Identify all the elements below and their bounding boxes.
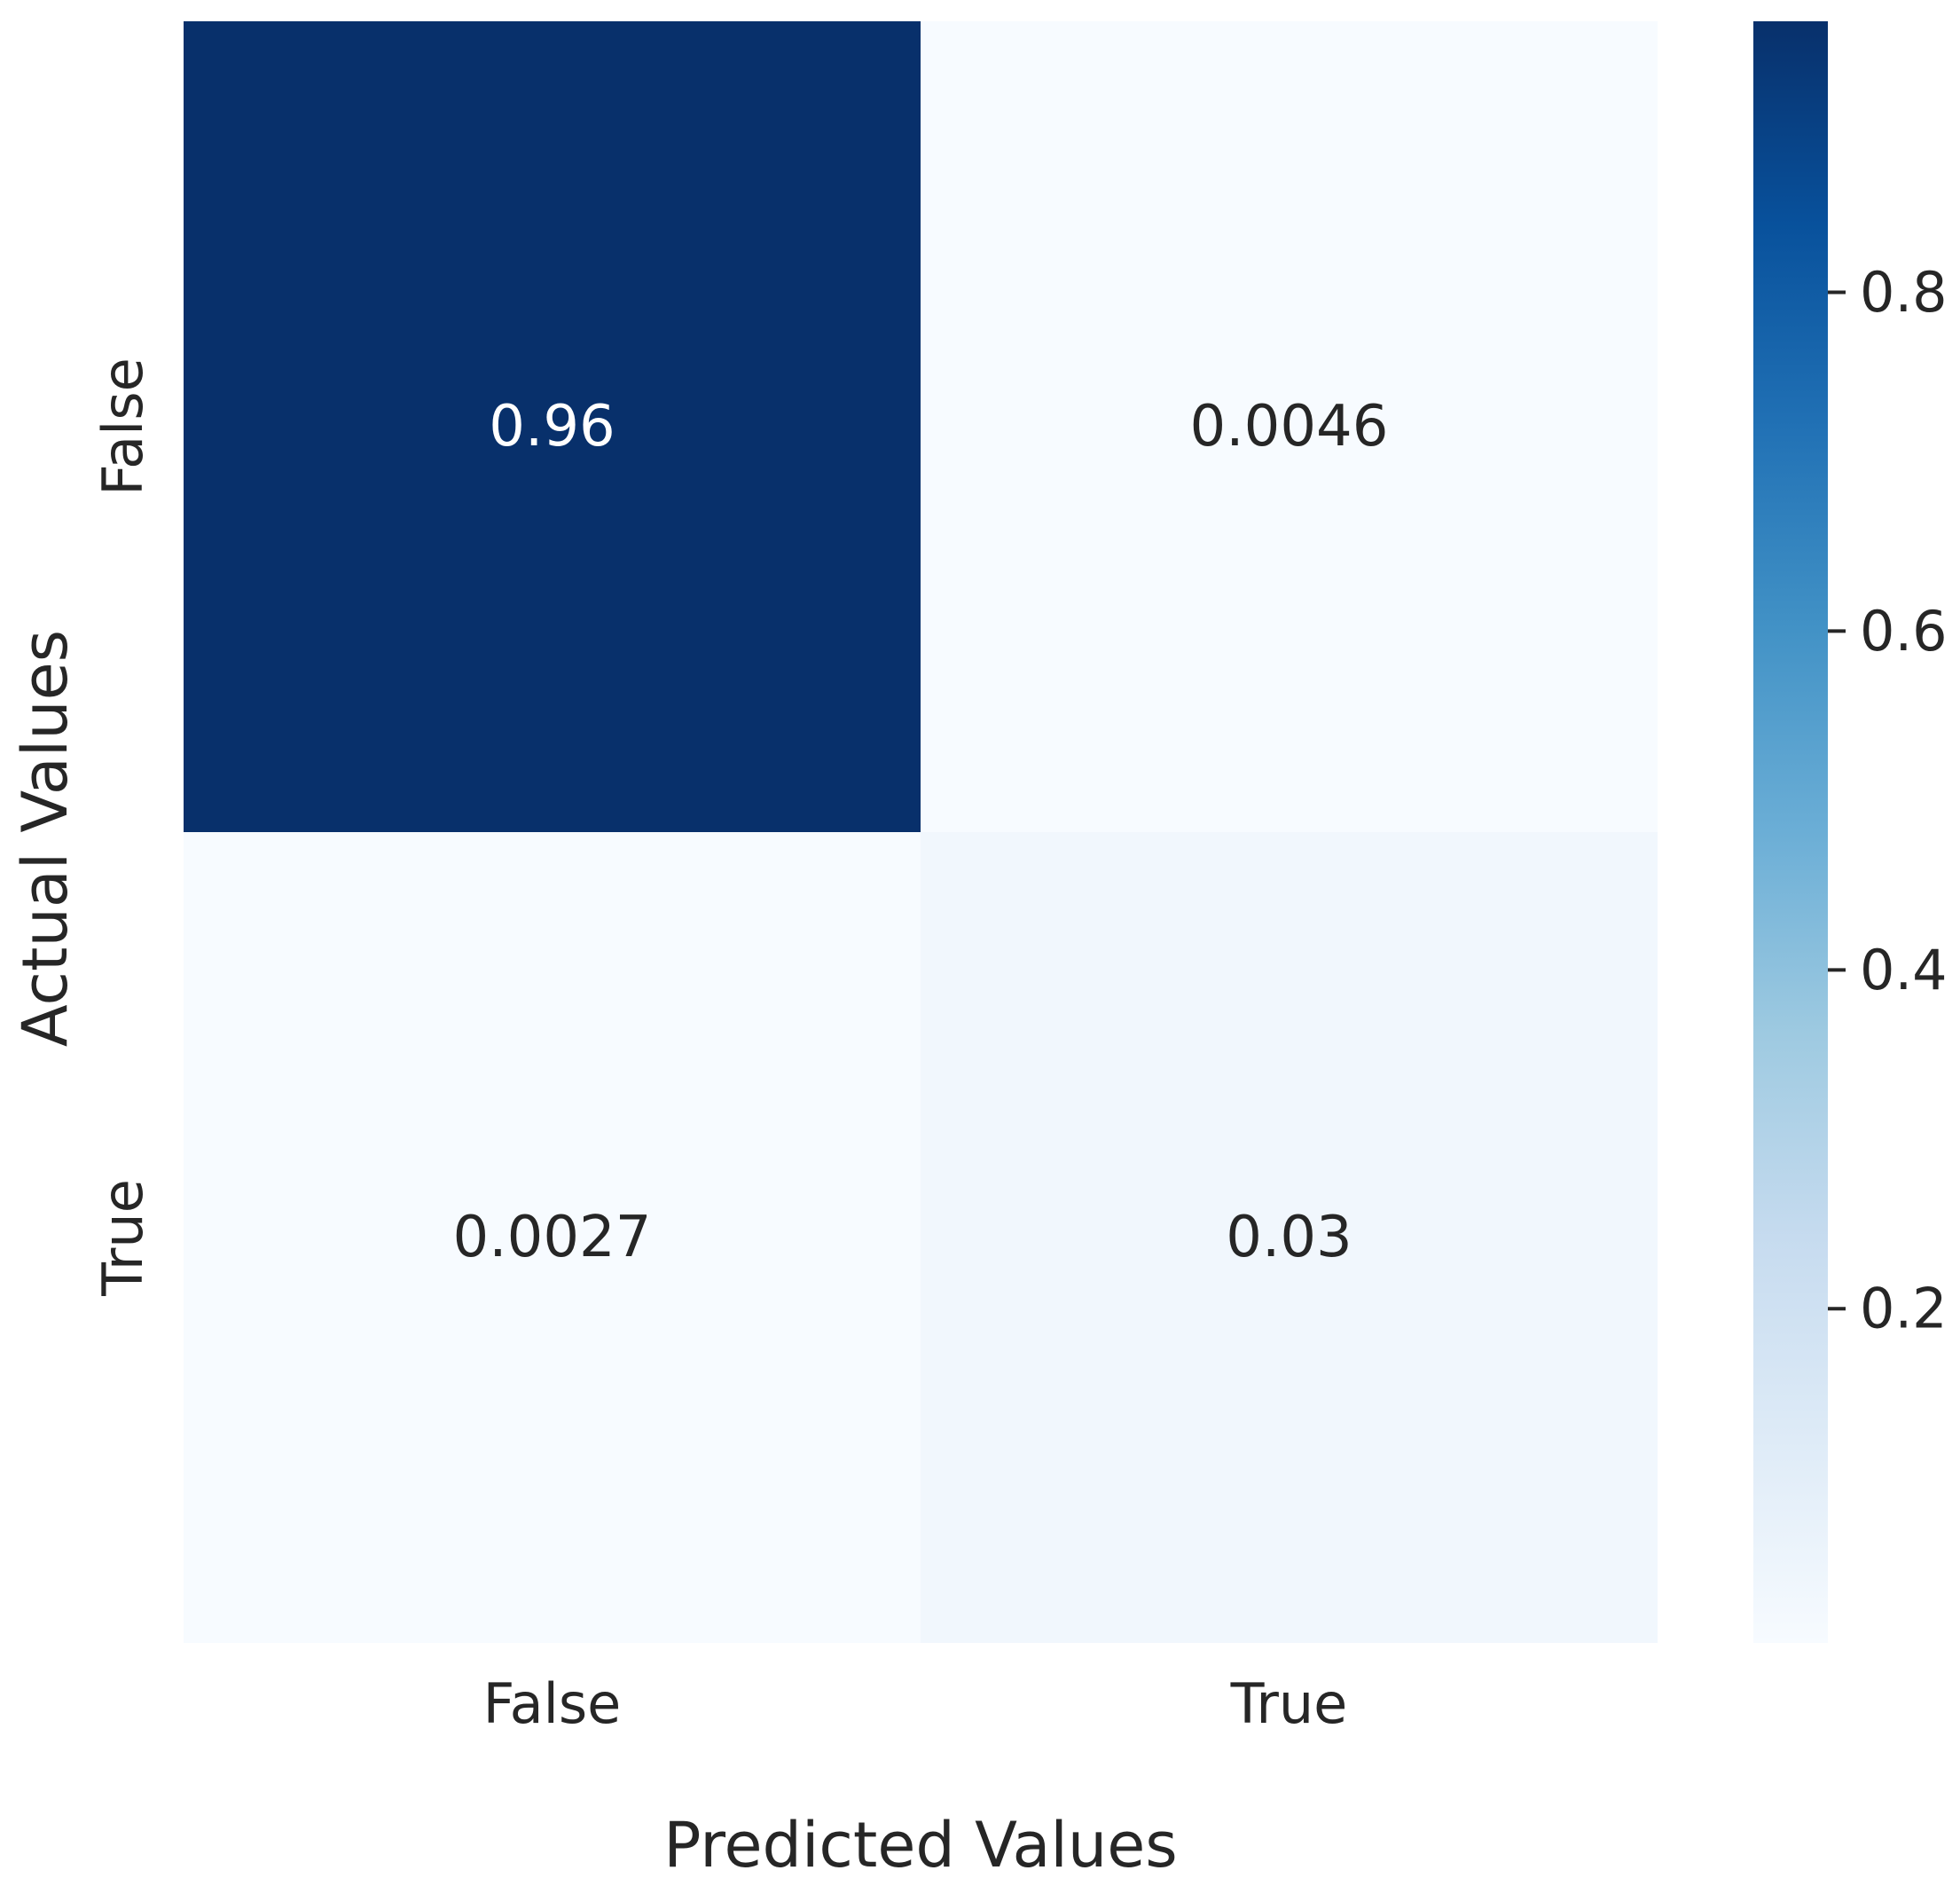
heatmap-cell-r1-c1 [921,832,1658,1643]
heatmap-cell-r1-c0 [184,832,921,1643]
colorbar: 0.2 0.4 0.6 0.8 [1753,21,1948,1643]
heatmap-cell-r0-c0 [184,21,921,832]
x-tick-label-true: True [1230,1671,1348,1736]
y-tick-label-true: True [90,1179,155,1297]
cell-annotation-r1-c0: 0.0027 [453,1205,652,1270]
cell-annotations: 0.96 0.0046 0.0027 0.03 [453,394,1389,1270]
colorbar-gradient [1753,21,1828,1643]
cell-annotation-r0-c1: 0.0046 [1190,394,1389,460]
colorbar-ticks: 0.2 0.4 0.6 0.8 [1828,260,1948,1341]
x-tick-labels: False True [483,1671,1348,1736]
colorbar-tick-label: 0.6 [1860,599,1948,664]
x-tick-label-false: False [483,1671,622,1736]
cell-annotation-r0-c0: 0.96 [489,394,615,460]
heatmap-cells [184,21,1658,1643]
colorbar-tick-label: 0.8 [1860,260,1948,325]
x-axis-label: Predicted Values [663,1809,1178,1882]
y-tick-labels: False True [90,358,155,1297]
colorbar-tick-label: 0.2 [1860,1277,1948,1341]
cell-annotation-r1-c1: 0.03 [1226,1205,1352,1270]
colorbar-tick-label: 0.4 [1860,938,1948,1002]
y-tick-label-false: False [90,358,155,496]
y-axis-label: Actual Values [9,630,82,1047]
heatmap-cell-r0-c1 [921,21,1658,832]
